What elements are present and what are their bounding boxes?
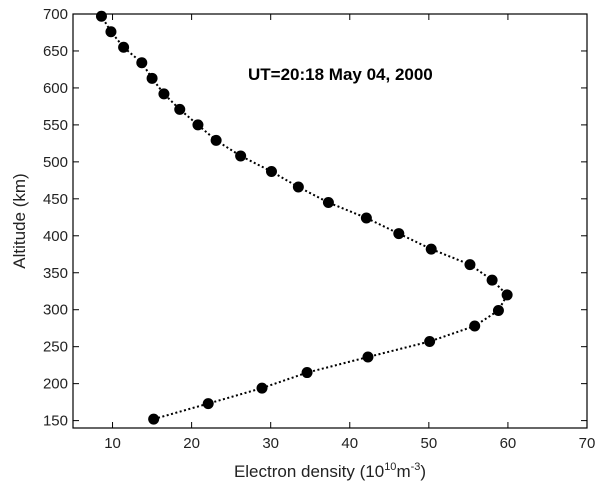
- y-tick-label: 600: [43, 80, 68, 97]
- x-tick-label: 40: [341, 435, 358, 452]
- data-point: [158, 88, 170, 100]
- y-tick-label: 650: [43, 43, 68, 60]
- y-tick-label: 250: [43, 339, 68, 356]
- x-tick-label: 50: [421, 435, 438, 452]
- data-point: [360, 212, 372, 224]
- y-tick-label: 150: [43, 413, 68, 430]
- data-point: [95, 10, 107, 22]
- data-points: [95, 10, 513, 425]
- data-point: [192, 119, 204, 131]
- data-point: [256, 382, 268, 394]
- y-tick-label: 550: [43, 117, 68, 134]
- data-point: [265, 165, 277, 177]
- data-point: [210, 134, 222, 146]
- data-point: [425, 243, 437, 255]
- data-point: [492, 304, 504, 316]
- chart-annotation: UT=20:18 May 04, 2000: [248, 65, 433, 84]
- data-point: [235, 150, 247, 162]
- data-point: [393, 228, 405, 240]
- data-point: [362, 351, 374, 363]
- y-tick-label: 300: [43, 302, 68, 319]
- plot-frame: [72, 13, 588, 429]
- data-point: [322, 197, 334, 209]
- x-axis-title: Electron density (1010m-3): [234, 461, 426, 481]
- data-point: [464, 259, 476, 271]
- data-point: [486, 274, 498, 286]
- x-tick-label: 70: [579, 435, 596, 452]
- x-tick-label: 30: [262, 435, 279, 452]
- data-point: [469, 320, 481, 332]
- data-point: [174, 103, 186, 115]
- data-point: [301, 367, 313, 379]
- data-point: [202, 398, 214, 410]
- data-point: [501, 289, 513, 301]
- y-tick-label: 700: [43, 6, 68, 23]
- data-point: [118, 41, 130, 53]
- y-tick-label: 400: [43, 228, 68, 245]
- y-axis-title: Altitude (km): [10, 173, 29, 268]
- x-tick-label: 60: [500, 435, 517, 452]
- axis-ticks: [73, 13, 588, 428]
- data-point: [148, 413, 160, 425]
- data-point: [424, 336, 436, 348]
- data-point: [136, 57, 148, 69]
- profile-line: [100, 15, 509, 421]
- y-tick-label: 200: [43, 376, 68, 393]
- data-point: [105, 26, 117, 38]
- y-tick-label: 450: [43, 191, 68, 208]
- data-point: [292, 181, 304, 193]
- x-tick-label: 10: [104, 435, 121, 452]
- x-tick-label: 20: [183, 435, 200, 452]
- data-point: [146, 72, 158, 84]
- y-tick-label: 500: [43, 154, 68, 171]
- tick-labels: 10 20 30 40 50 60 70 150 200 250 300 350 400 450 500 55…: [43, 6, 595, 452]
- y-tick-label: 350: [43, 265, 68, 282]
